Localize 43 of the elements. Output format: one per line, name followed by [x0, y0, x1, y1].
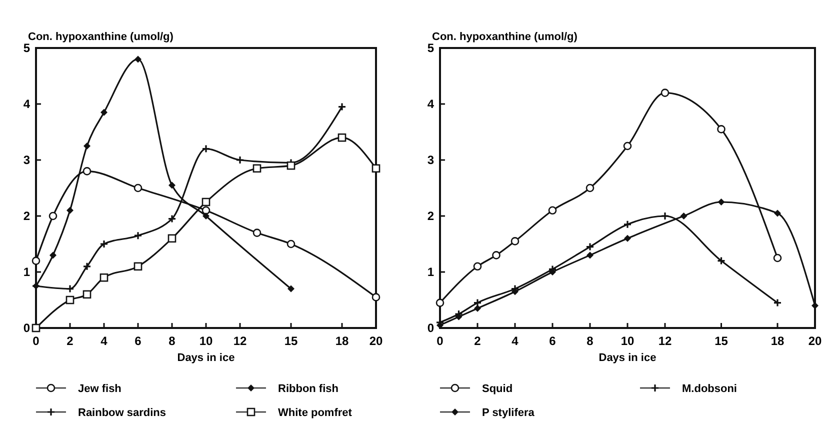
x-axis-title: Days in ice — [177, 352, 235, 364]
x-tick-label: 0 — [32, 334, 40, 348]
x-tick-label: 6 — [549, 334, 556, 348]
x-tick-label: 15 — [284, 334, 298, 348]
y-tick-label: 1 — [427, 265, 434, 280]
x-tick-label: 10 — [620, 334, 634, 348]
x-axis-title: Days in ice — [598, 352, 656, 364]
legend-label: Jew fish — [78, 382, 122, 395]
x-tick-label: 18 — [335, 334, 349, 348]
x-tick-label: 12 — [658, 334, 672, 348]
legend-label: Rainbow sardins — [78, 406, 166, 419]
y-tick-label: 3 — [427, 153, 434, 168]
legend-label: White pomfret — [278, 406, 352, 419]
y-tick-label: 3 — [23, 153, 30, 168]
x-tick-label: 10 — [199, 334, 213, 348]
y-axis-title: Con. hypoxanthine (umol/g) — [432, 31, 578, 43]
y-tick-label: 2 — [23, 209, 30, 224]
x-tick-label: 20 — [369, 334, 383, 348]
y-tick-label: 2 — [427, 209, 434, 224]
y-tick-label: 5 — [23, 41, 30, 56]
x-tick-label: 4 — [100, 334, 108, 348]
x-tick-label: 4 — [512, 334, 519, 348]
x-tick-label: 8 — [586, 334, 594, 348]
x-tick-label: 2 — [474, 334, 482, 348]
x-tick-label: 15 — [714, 334, 728, 348]
legend-label: M.dobsoni — [682, 382, 737, 395]
y-tick-label: 4 — [23, 97, 30, 112]
x-tick-label: 2 — [66, 334, 74, 348]
legend-label: Ribbon fish — [278, 382, 339, 395]
y-axis-title: Con. hypoxanthine (umol/g) — [28, 31, 174, 43]
y-tick-label: 5 — [427, 41, 434, 56]
y-tick-label: 1 — [23, 265, 30, 280]
x-tick-label: 18 — [770, 334, 784, 348]
y-tick-label: 4 — [427, 97, 434, 112]
y-tick-label: 0 — [23, 321, 30, 336]
legend-label: P stylifera — [482, 406, 536, 419]
legend-label: Squid — [482, 382, 513, 395]
x-tick-label: 8 — [168, 334, 176, 348]
y-tick-label: 0 — [427, 321, 434, 336]
x-tick-label: 0 — [436, 334, 444, 348]
x-tick-label: 6 — [134, 334, 142, 348]
x-tick-label: 20 — [808, 334, 822, 348]
x-tick-label: 12 — [233, 334, 247, 348]
